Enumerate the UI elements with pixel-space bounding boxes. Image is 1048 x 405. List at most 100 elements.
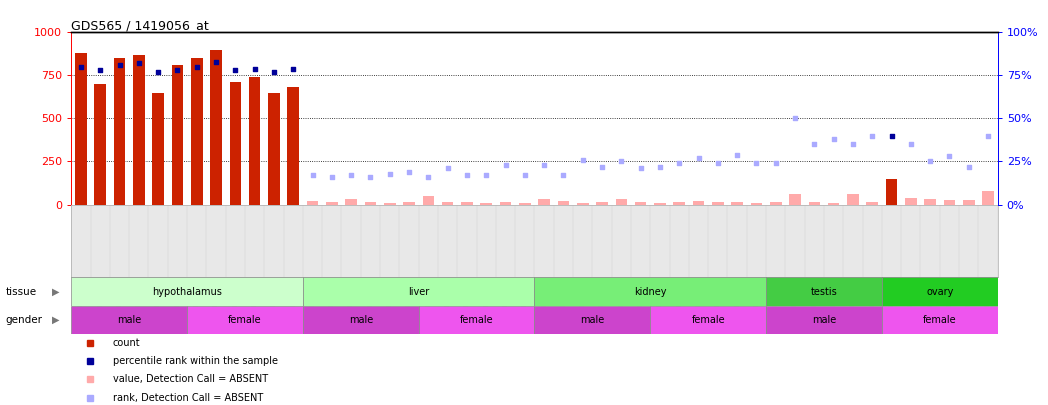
Text: percentile rank within the sample: percentile rank within the sample — [113, 356, 278, 366]
Bar — [789, 194, 801, 205]
Point — [92, 67, 109, 74]
Text: female: female — [692, 315, 725, 325]
Point — [883, 132, 900, 139]
Text: tissue: tissue — [5, 287, 37, 296]
Bar — [500, 202, 511, 205]
Point — [709, 160, 726, 166]
Text: value, Detection Call = ABSENT: value, Detection Call = ABSENT — [113, 375, 268, 384]
Text: female: female — [923, 315, 957, 325]
Text: hypothalamus: hypothalamus — [152, 287, 222, 296]
Bar — [558, 201, 569, 205]
Point — [748, 160, 765, 166]
Point — [381, 170, 398, 177]
Point — [593, 163, 610, 170]
Bar — [172, 65, 183, 205]
Bar — [766, 306, 881, 334]
Point — [902, 141, 919, 147]
Bar — [539, 198, 550, 205]
Bar — [384, 203, 395, 205]
Bar — [71, 306, 187, 334]
Text: GDS565 / 1419056_at: GDS565 / 1419056_at — [71, 19, 209, 32]
Bar — [577, 203, 589, 205]
Bar — [422, 196, 434, 205]
Bar — [809, 202, 821, 205]
Point — [362, 174, 378, 180]
Bar — [615, 199, 627, 205]
Point — [574, 157, 591, 163]
Bar — [674, 202, 685, 205]
Point — [208, 58, 224, 65]
Point — [613, 158, 630, 165]
Point — [265, 69, 282, 75]
Point — [980, 132, 997, 139]
Bar — [596, 202, 608, 205]
Bar — [307, 201, 319, 205]
Point — [246, 65, 263, 72]
Point — [189, 64, 205, 70]
Point — [227, 67, 244, 74]
Point — [150, 69, 167, 75]
Point — [825, 136, 842, 143]
Point — [111, 62, 128, 68]
Point — [632, 165, 649, 172]
Bar — [881, 277, 998, 306]
Point — [439, 165, 456, 172]
Text: liver: liver — [408, 287, 430, 296]
Bar — [365, 202, 376, 205]
Point — [787, 115, 804, 122]
Bar — [534, 306, 650, 334]
Bar — [766, 277, 881, 306]
Bar — [248, 77, 260, 205]
Point — [845, 141, 861, 147]
Bar — [418, 306, 534, 334]
Bar — [326, 202, 337, 205]
Bar — [650, 306, 766, 334]
Bar — [712, 202, 723, 205]
Bar — [94, 84, 106, 205]
Bar — [534, 277, 766, 306]
Text: male: male — [581, 315, 605, 325]
Bar — [519, 203, 530, 205]
Bar — [152, 93, 163, 205]
Point — [767, 160, 784, 166]
Bar — [693, 201, 704, 205]
Point — [941, 153, 958, 160]
Point — [536, 162, 552, 168]
Text: rank, Detection Call = ABSENT: rank, Detection Call = ABSENT — [113, 393, 263, 403]
Bar — [442, 202, 454, 205]
Bar — [191, 58, 202, 205]
Bar — [133, 55, 145, 205]
Point — [806, 141, 823, 147]
Bar — [770, 202, 782, 205]
Text: ▶: ▶ — [51, 287, 60, 296]
Point — [555, 172, 572, 179]
Bar — [881, 306, 998, 334]
Bar — [750, 203, 762, 205]
Text: male: male — [117, 315, 141, 325]
Point — [517, 172, 533, 179]
Point — [400, 168, 417, 175]
Bar — [635, 202, 647, 205]
Bar — [828, 203, 839, 205]
Point — [130, 60, 147, 66]
Point — [72, 64, 89, 70]
Text: kidney: kidney — [634, 287, 667, 296]
Point — [420, 174, 437, 180]
Point — [497, 162, 514, 168]
Point — [169, 67, 185, 74]
Text: ovary: ovary — [926, 287, 954, 296]
Text: male: male — [812, 315, 836, 325]
Text: female: female — [460, 315, 494, 325]
Bar — [905, 198, 917, 205]
Point — [285, 65, 302, 72]
Point — [324, 174, 341, 180]
Point — [691, 155, 707, 161]
Bar — [211, 49, 222, 205]
Text: ▶: ▶ — [51, 315, 60, 325]
Point — [652, 163, 669, 170]
Point — [960, 163, 977, 170]
Bar — [732, 202, 743, 205]
Bar — [847, 194, 858, 205]
Point — [343, 172, 359, 179]
Point — [459, 172, 476, 179]
